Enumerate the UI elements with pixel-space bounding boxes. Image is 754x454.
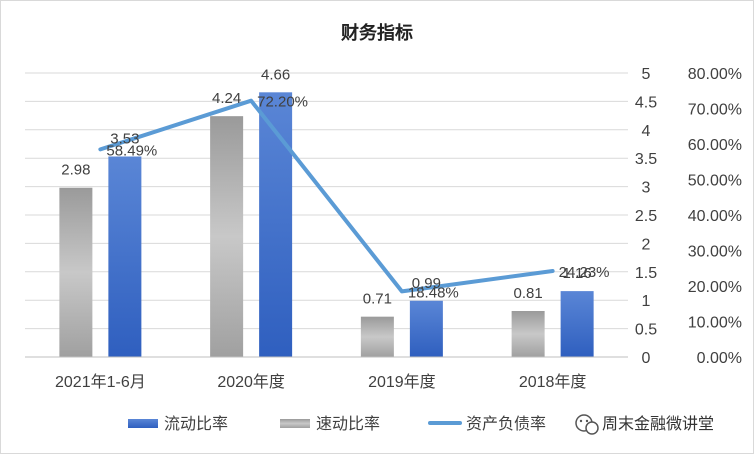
data-label-current-ratio: 4.66 — [261, 66, 290, 83]
data-label-current-ratio: 0.99 — [412, 275, 441, 292]
y-right-tick-label: 50.00% — [688, 173, 742, 190]
bar-current-ratio — [409, 300, 443, 357]
y-left-tick-label: 2.5 — [635, 208, 657, 225]
y-right-tick-label: 0.00% — [697, 350, 742, 367]
y-left-tick-label: 4 — [642, 123, 651, 140]
y-right-tick-label: 60.00% — [688, 137, 742, 154]
y-right-tick-label: 10.00% — [688, 315, 742, 332]
legend-swatch-quick-ratio — [280, 419, 310, 428]
line-debt-ratio — [98, 98, 555, 294]
y-left-tick-label: 5 — [642, 66, 651, 83]
data-label-debt-ratio: 24.23% — [559, 264, 610, 281]
chart-title: 财务指标 — [341, 22, 413, 44]
data-label-quick-ratio: 0.81 — [514, 285, 543, 302]
y-left-tick-label: 3 — [642, 180, 651, 197]
y-left-tick-label: 1 — [642, 293, 651, 310]
data-label-quick-ratio: 4.24 — [212, 90, 241, 107]
y-left-tick-label: 2 — [642, 236, 651, 253]
y-left-tick-label: 1.5 — [635, 265, 657, 282]
y-right-tick-label: 30.00% — [688, 244, 742, 261]
watermark-text: 周末金融微讲堂 — [602, 415, 714, 433]
legend-label: 流动比率 — [164, 415, 228, 433]
bar-current-ratio — [259, 92, 293, 357]
bar-quick-ratio — [59, 187, 93, 357]
x-category-label: 2019年度 — [368, 373, 436, 391]
data-label-quick-ratio: 2.98 — [61, 162, 90, 179]
legend-swatch-current-ratio — [128, 419, 158, 428]
wechat-icon — [575, 414, 599, 435]
y-left-tick-label: 0 — [642, 350, 651, 367]
y-right-tick-label: 70.00% — [688, 102, 742, 119]
y-right-tick-label: 20.00% — [688, 279, 742, 296]
legend-label: 资产负债率 — [466, 415, 546, 433]
y-left-tick-label: 4.5 — [635, 94, 657, 111]
data-label-debt-ratio: 58.49% — [106, 142, 157, 159]
bar-quick-ratio — [511, 310, 545, 357]
bar-quick-ratio — [360, 316, 394, 357]
data-label-debt-ratio: 72.20% — [257, 94, 308, 111]
y-left-tick-label: 0.5 — [635, 322, 657, 339]
data-label-quick-ratio: 0.71 — [363, 291, 392, 308]
data-label-current-ratio: 1.16 — [563, 265, 592, 282]
bar-current-ratio — [560, 291, 594, 357]
y-left-tick-label: 3.5 — [635, 151, 657, 168]
legend-label: 速动比率 — [316, 415, 380, 433]
x-category-label: 2018年度 — [519, 373, 587, 391]
y-right-tick-label: 80.00% — [688, 66, 742, 83]
data-label-current-ratio: 3.53 — [110, 130, 139, 147]
data-label-debt-ratio: 18.48% — [408, 284, 459, 301]
x-category-label: 2021年1-6月 — [55, 373, 146, 391]
bar-quick-ratio — [210, 116, 244, 357]
y-right-tick-label: 40.00% — [688, 208, 742, 225]
bar-current-ratio — [108, 156, 142, 357]
x-category-label: 2020年度 — [217, 373, 285, 391]
watermark: 周末金融微讲堂 — [575, 414, 714, 435]
